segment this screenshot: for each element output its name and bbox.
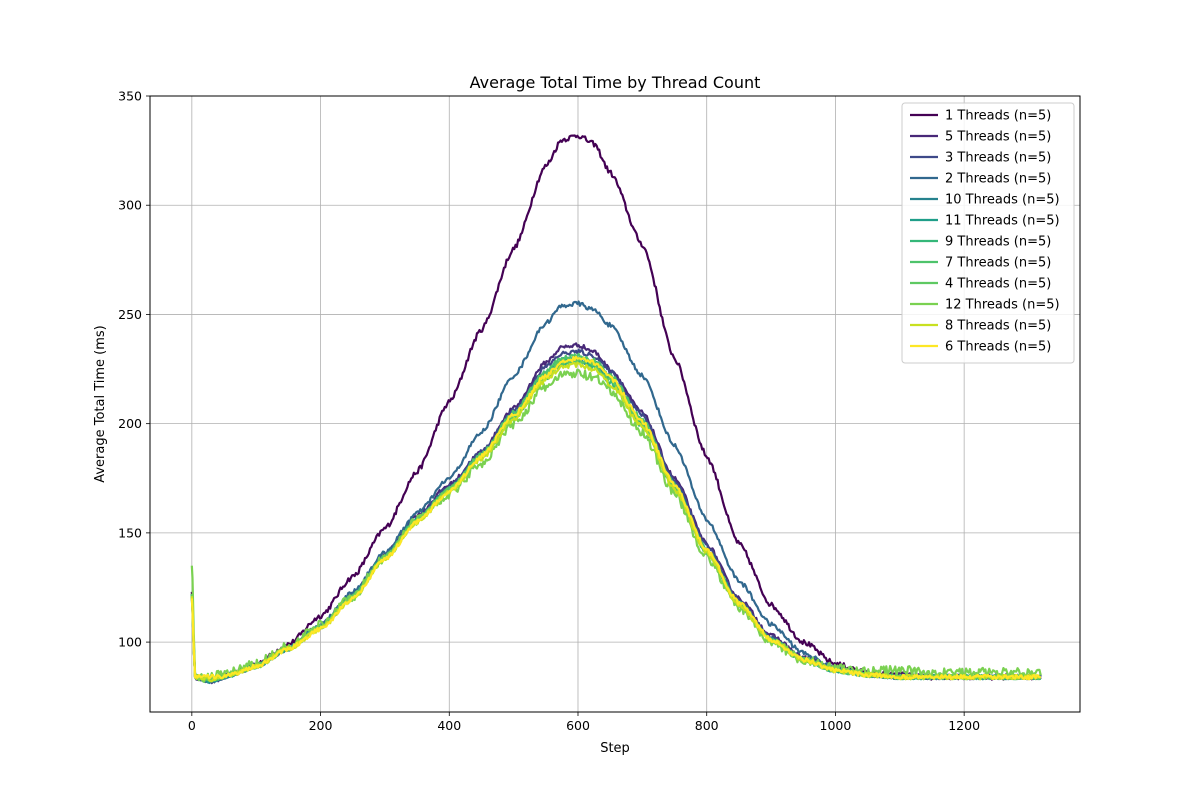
legend-label: 5 Threads (n=5) bbox=[945, 130, 1051, 145]
legend-label: 4 Threads (n=5) bbox=[945, 277, 1051, 292]
legend-label: 7 Threads (n=5) bbox=[945, 256, 1051, 271]
y-tick-label: 250 bbox=[118, 307, 142, 322]
legend-label: 12 Threads (n=5) bbox=[945, 298, 1060, 313]
y-axis-title: Average Total Time (ms) bbox=[93, 325, 108, 483]
legend-label: 3 Threads (n=5) bbox=[945, 151, 1051, 166]
y-tick-label: 150 bbox=[118, 525, 142, 540]
x-tick-label: 200 bbox=[309, 718, 333, 733]
legend-label: 11 Threads (n=5) bbox=[945, 214, 1060, 229]
series-line bbox=[190, 368, 1042, 683]
x-tick-label: 600 bbox=[566, 718, 590, 733]
x-tick-label: 800 bbox=[695, 718, 719, 733]
legend-label: 9 Threads (n=5) bbox=[945, 235, 1051, 250]
legend-label: 8 Threads (n=5) bbox=[945, 319, 1051, 334]
y-tick-label: 350 bbox=[118, 89, 142, 104]
y-tick-label: 300 bbox=[118, 198, 142, 213]
series-lines bbox=[190, 134, 1042, 685]
x-tick-label: 400 bbox=[437, 718, 461, 733]
legend-box bbox=[901, 102, 1075, 364]
x-tick-label: 1000 bbox=[820, 718, 852, 733]
axis-ticks: 0 200 400 600 800 1000 1200 100 150 200 250 300 350 bbox=[118, 89, 980, 734]
legend-label: 1 Threads (n=5) bbox=[945, 109, 1051, 124]
legend-label: 10 Threads (n=5) bbox=[945, 193, 1060, 208]
y-tick-label: 100 bbox=[118, 635, 142, 650]
y-tick-label: 200 bbox=[118, 416, 142, 431]
x-tick-label: 0 bbox=[188, 718, 196, 733]
x-tick-label: 1200 bbox=[948, 718, 980, 733]
series-line bbox=[190, 355, 1041, 681]
chart-title: Average Total Time by Thread Count bbox=[470, 73, 761, 92]
legend: 1 Threads (n=5) 5 Threads (n=5) 3 Threads … bbox=[901, 102, 1075, 364]
legend-label: 2 Threads (n=5) bbox=[945, 172, 1051, 187]
plot-frame bbox=[149, 95, 1081, 713]
legend-label: 6 Threads (n=5) bbox=[945, 340, 1051, 355]
x-axis-title: Step bbox=[600, 741, 630, 756]
